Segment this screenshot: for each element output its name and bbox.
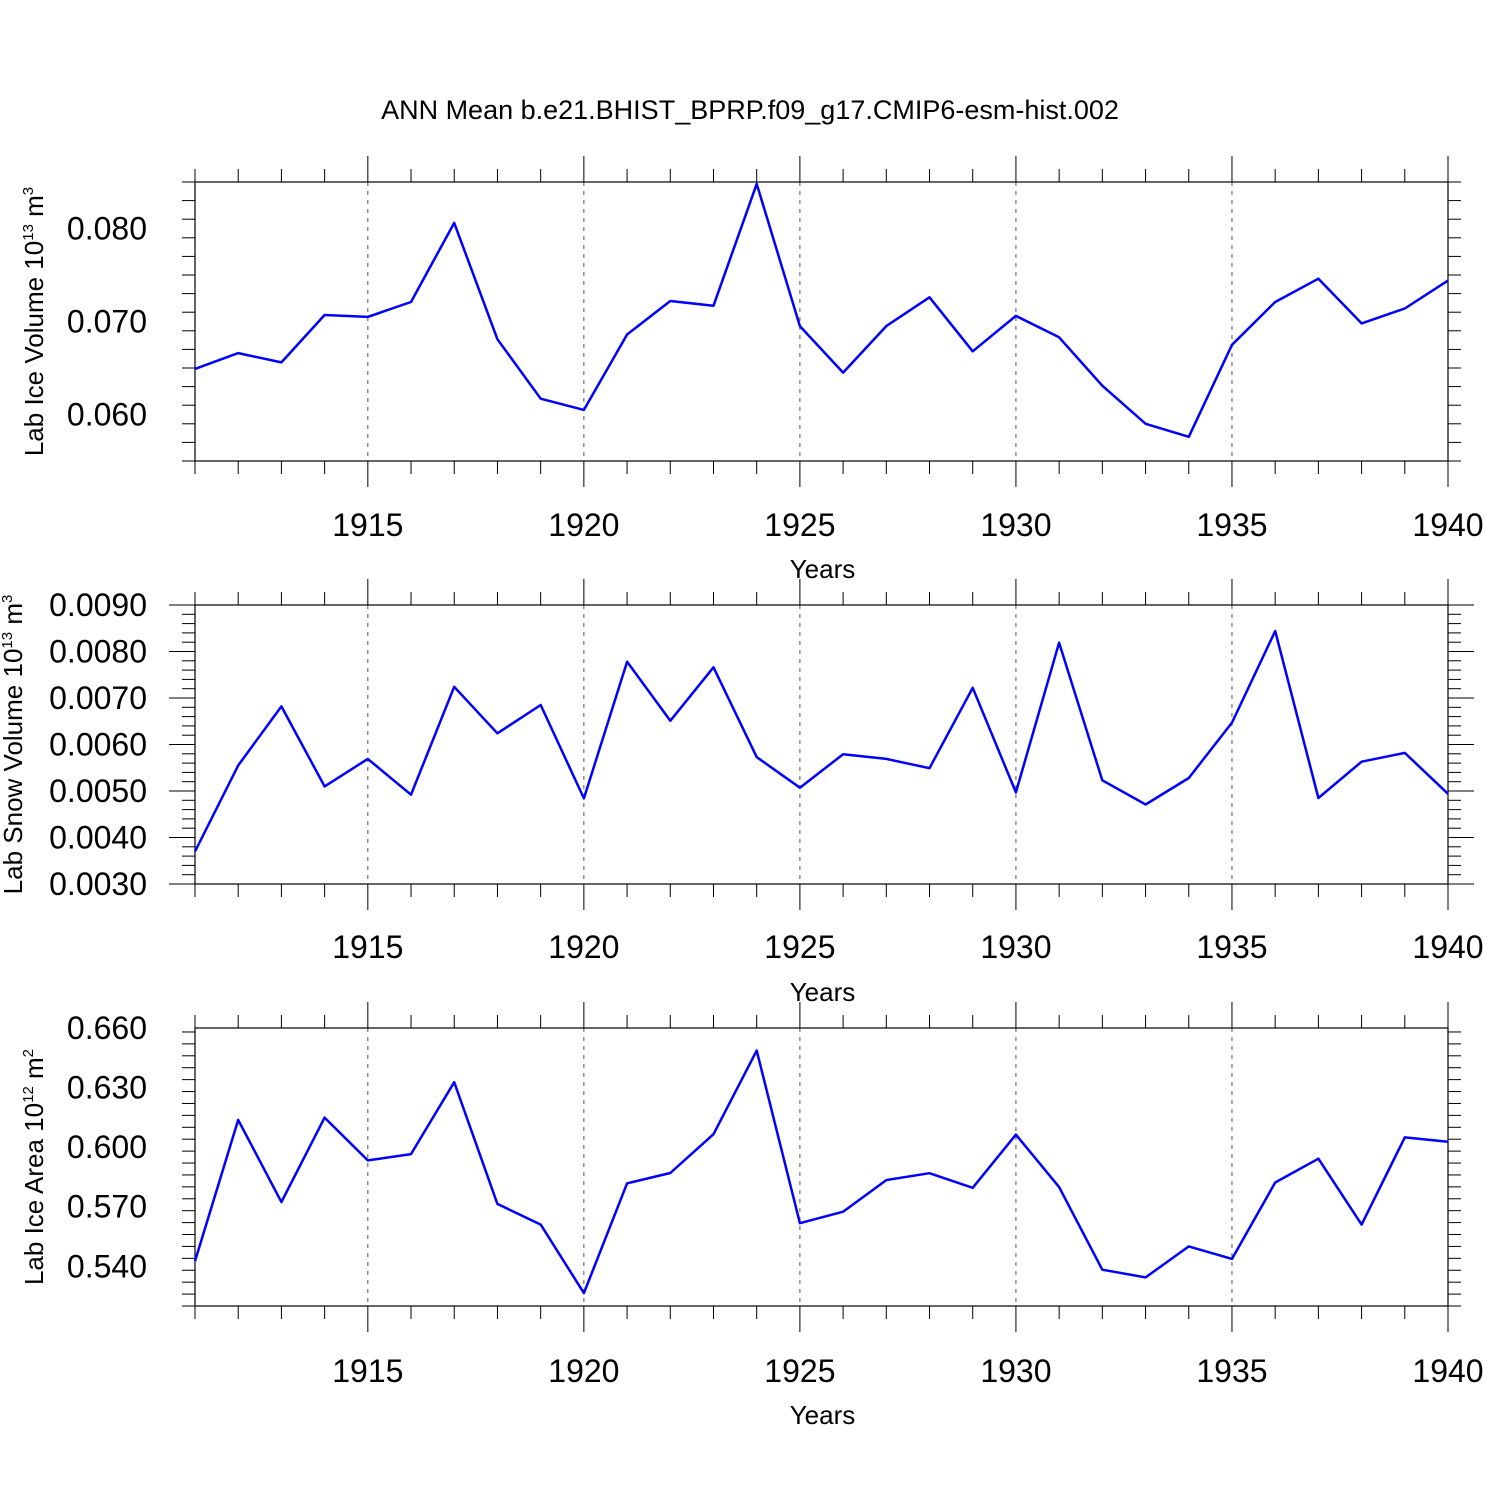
y-tick-label: 0.070 xyxy=(67,304,147,340)
x-tick-label: 1930 xyxy=(980,507,1051,543)
x-tick-label: 1940 xyxy=(1412,507,1483,543)
y-tick-label: 0.0030 xyxy=(49,866,147,902)
panel-lab-snow-volume: 0.0030 0.0040 0.0050 0.0060 0.0070 0.0080 0.00… xyxy=(0,579,1484,1007)
y-tick-label: 0.0090 xyxy=(49,587,147,623)
x-tick-label: 1915 xyxy=(332,507,403,543)
y-tick-label: 0.0050 xyxy=(49,773,147,809)
plot-frame xyxy=(194,181,1449,462)
chart-title: ANN Mean b.e21.BHIST_BPRP.f09_g17.CMIP6-… xyxy=(381,95,1119,125)
y-tick-label: 0.660 xyxy=(67,1010,147,1046)
x-tick-label: 1935 xyxy=(1196,1353,1267,1389)
x-tick-label: 1925 xyxy=(764,929,835,965)
y-tick-label: 0.060 xyxy=(67,397,147,433)
y-tick-label: 0.630 xyxy=(67,1070,147,1106)
x-tick-label: 1920 xyxy=(548,1353,619,1389)
x-tick-label: 1920 xyxy=(548,929,619,965)
y-axis-label: Lab Ice Area 1012 m2 xyxy=(19,1049,49,1285)
panel-lab-ice-area: 0.540 0.570 0.600 0.630 0.660 1915 1920 1925 193… xyxy=(19,1002,1484,1430)
plot-frame xyxy=(194,1027,1449,1307)
y-tick-label: 0.0070 xyxy=(49,680,147,716)
x-tick-label: 1940 xyxy=(1412,1353,1483,1389)
y-tick-label: 0.0040 xyxy=(49,820,147,856)
x-tick-label: 1930 xyxy=(980,1353,1051,1389)
x-tick-label: 1940 xyxy=(1412,929,1483,965)
y-tick-label: 0.540 xyxy=(67,1248,147,1284)
x-axis-label: Years xyxy=(790,1400,856,1430)
y-tick-label: 0.600 xyxy=(67,1129,147,1165)
series-line xyxy=(194,182,1449,439)
x-tick-label: 1915 xyxy=(332,929,403,965)
y-tick-label: 0.570 xyxy=(67,1189,147,1225)
panel-lab-ice-volume: 0.060 0.070 0.080 1915 1920 1925 1930 1935 1940 Y… xyxy=(19,156,1484,584)
x-tick-label: 1920 xyxy=(548,507,619,543)
x-axis-label: Years xyxy=(790,977,856,1007)
y-tick-label: 0.0080 xyxy=(49,634,147,670)
series-line xyxy=(193,1049,1449,1295)
x-tick-label: 1925 xyxy=(764,1353,835,1389)
x-tick-label: 1915 xyxy=(332,1353,403,1389)
x-tick-label: 1925 xyxy=(764,507,835,543)
x-axis-label: Years xyxy=(790,554,856,584)
x-tick-label: 1930 xyxy=(980,929,1051,965)
plot-frame xyxy=(194,604,1449,885)
y-tick-label: 0.0060 xyxy=(49,727,147,763)
y-axis-label: Lab Ice Volume 1013 m3 xyxy=(19,187,49,456)
x-tick-label: 1935 xyxy=(1196,507,1267,543)
y-tick-label: 0.080 xyxy=(67,211,147,247)
y-axis-label: Lab Snow Volume 1013 m3 xyxy=(0,595,28,895)
x-tick-label: 1935 xyxy=(1196,929,1267,965)
series-line xyxy=(193,629,1449,853)
